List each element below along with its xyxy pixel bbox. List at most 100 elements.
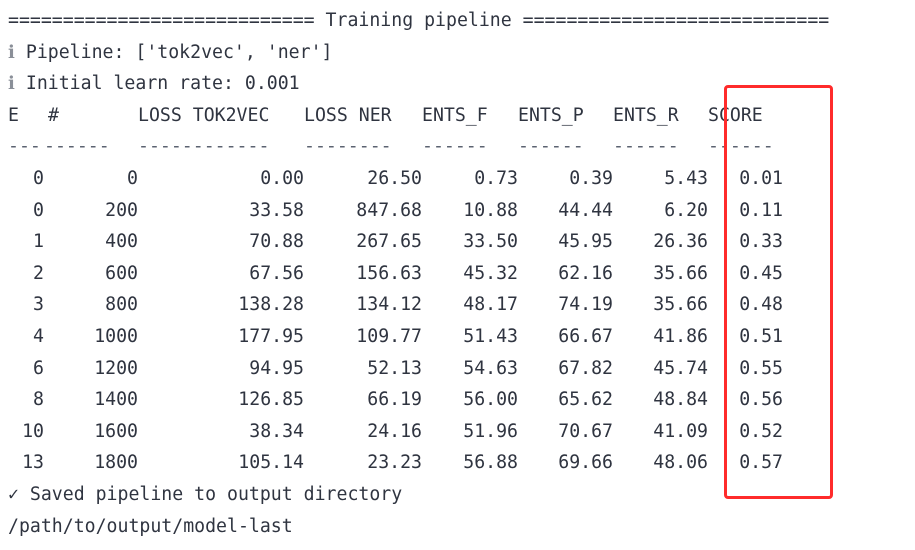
cell-ents-f: 45.32	[463, 262, 518, 284]
cell-score: 0.45	[739, 262, 783, 284]
cell-step: 400	[105, 231, 138, 253]
cell-step: 200	[105, 199, 138, 221]
cell-ents-p: 70.67	[558, 420, 613, 442]
cell-ents-r: 45.74	[653, 357, 708, 379]
cell-ents-r: 35.66	[653, 262, 708, 284]
pipeline-info-text: Pipeline: ['tok2vec', 'ner']	[25, 41, 333, 63]
cell-ents-f: 56.00	[463, 389, 518, 411]
header-score: SCORE	[708, 104, 763, 126]
cell-ents-p: 45.95	[558, 231, 613, 253]
cell-score: 0.33	[739, 231, 783, 253]
learn-rate-info-line: ℹ Initial learn rate: 0.001	[8, 68, 908, 100]
cell-loss-ner: 52.13	[367, 357, 422, 379]
separator-loss-ner: --------	[304, 136, 392, 158]
table-separator-row: --- ------ ------------ -------- ------ …	[8, 131, 908, 163]
check-icon: ✓	[8, 483, 19, 505]
cell-loss-tok2vec: 70.88	[249, 231, 304, 253]
cell-ents-f: 33.50	[463, 231, 518, 253]
cell-ents-f: 0.73	[474, 167, 518, 189]
cell-loss-ner: 134.12	[356, 294, 422, 316]
table-header-row: E # LOSS TOK2VEC LOSS NER ENTS_F ENTS_P …	[8, 100, 908, 132]
cell-ents-f: 51.96	[463, 420, 518, 442]
learn-rate-info-text: Initial learn rate: 0.001	[25, 73, 300, 95]
separator-loss-tok2vec: ------------	[138, 136, 270, 158]
cell-loss-tok2vec: 94.95	[249, 357, 304, 379]
cell-score: 0.01	[739, 167, 783, 189]
table-row: 0 0 0.00 26.50 0.73 0.39 5.43 0.01	[8, 163, 908, 195]
cell-loss-tok2vec: 177.95	[238, 325, 304, 347]
header-loss-tok2vec: LOSS TOK2VEC	[138, 104, 270, 126]
cell-epoch: 13	[22, 452, 44, 474]
cell-ents-f: 56.88	[463, 452, 518, 474]
output-path: /path/to/output/model-last	[8, 515, 293, 537]
table-row: 8 1400 126.85 66.19 56.00 65.62 48.84 0.56	[8, 384, 908, 416]
header-ents-r: ENTS_R	[613, 104, 679, 126]
cell-score: 0.56	[739, 389, 783, 411]
cell-loss-tok2vec: 126.85	[238, 389, 304, 411]
table-row: 2 600 67.56 156.63 45.32 62.16 35.66 0.45	[8, 258, 908, 290]
cell-ents-p: 67.82	[558, 357, 613, 379]
separator-epoch: ---	[8, 136, 41, 158]
table-row: 1 400 70.88 267.65 33.50 45.95 26.36 0.33	[8, 226, 908, 258]
pipeline-info-line: ℹ Pipeline: ['tok2vec', 'ner']	[8, 37, 908, 69]
saved-message-line: ✓ Saved pipeline to output directory	[8, 479, 908, 511]
cell-step: 1000	[94, 325, 138, 347]
cell-score: 0.52	[739, 420, 783, 442]
cell-epoch: 0	[33, 199, 44, 221]
header-step: #	[48, 104, 59, 126]
table-body: 0 0 0.00 26.50 0.73 0.39 5.43 0.01 0 200 33.58 847.…	[8, 163, 908, 479]
header-ents-p: ENTS_P	[518, 104, 584, 126]
separator-ents-r: ------	[613, 136, 679, 158]
info-icon: ℹ	[8, 41, 15, 63]
table-row: 4 1000 177.95 109.77 51.43 66.67 41.86 0.51	[8, 321, 908, 353]
cell-ents-p: 66.67	[558, 325, 613, 347]
cell-loss-tok2vec: 0.00	[260, 167, 304, 189]
cell-ents-f: 51.43	[463, 325, 518, 347]
cell-loss-ner: 23.23	[367, 452, 422, 474]
table-row: 6 1200 94.95 52.13 54.63 67.82 45.74 0.55	[8, 353, 908, 385]
cell-ents-p: 74.19	[558, 294, 613, 316]
cell-ents-f: 54.63	[463, 357, 518, 379]
cell-step: 1200	[94, 357, 138, 379]
separator-score: ------	[708, 136, 774, 158]
cell-ents-r: 5.43	[664, 167, 708, 189]
cell-step: 600	[105, 262, 138, 284]
cell-score: 0.57	[739, 452, 783, 474]
cell-score: 0.48	[739, 294, 783, 316]
cell-ents-p: 69.66	[558, 452, 613, 474]
table-row: 10 1600 38.34 24.16 51.96 70.67 41.09 0.52	[8, 416, 908, 448]
info-icon: ℹ	[8, 73, 15, 95]
cell-step: 800	[105, 294, 138, 316]
cell-ents-r: 35.66	[653, 294, 708, 316]
cell-ents-p: 44.44	[558, 199, 613, 221]
separator-ents-f: ------	[422, 136, 488, 158]
cell-epoch: 0	[33, 167, 44, 189]
cell-loss-ner: 267.65	[356, 231, 422, 253]
cell-loss-tok2vec: 105.14	[238, 452, 304, 474]
cell-epoch: 10	[22, 420, 44, 442]
terminal-output: ============================ Training pi…	[8, 5, 908, 542]
cell-step: 1600	[94, 420, 138, 442]
header-ents-f: ENTS_F	[422, 104, 488, 126]
cell-ents-r: 48.06	[653, 452, 708, 474]
cell-step: 0	[127, 167, 138, 189]
cell-loss-ner: 24.16	[367, 420, 422, 442]
table-row: 0 200 33.58 847.68 10.88 44.44 6.20 0.11	[8, 195, 908, 227]
cell-loss-ner: 26.50	[367, 167, 422, 189]
cell-epoch: 4	[33, 325, 44, 347]
cell-epoch: 8	[33, 389, 44, 411]
cell-step: 1800	[94, 452, 138, 474]
cell-loss-ner: 109.77	[356, 325, 422, 347]
training-pipeline-banner: ============================ Training pi…	[8, 10, 830, 31]
cell-loss-ner: 66.19	[367, 389, 422, 411]
cell-epoch: 6	[33, 357, 44, 379]
cell-epoch: 3	[33, 294, 44, 316]
cell-loss-tok2vec: 38.34	[249, 420, 304, 442]
cell-ents-r: 6.20	[664, 199, 708, 221]
cell-ents-f: 48.17	[463, 294, 518, 316]
saved-message: Saved pipeline to output directory	[29, 483, 403, 505]
cell-loss-tok2vec: 138.28	[238, 294, 304, 316]
cell-ents-r: 41.86	[653, 325, 708, 347]
cell-step: 1400	[94, 389, 138, 411]
cell-loss-ner: 156.63	[356, 262, 422, 284]
